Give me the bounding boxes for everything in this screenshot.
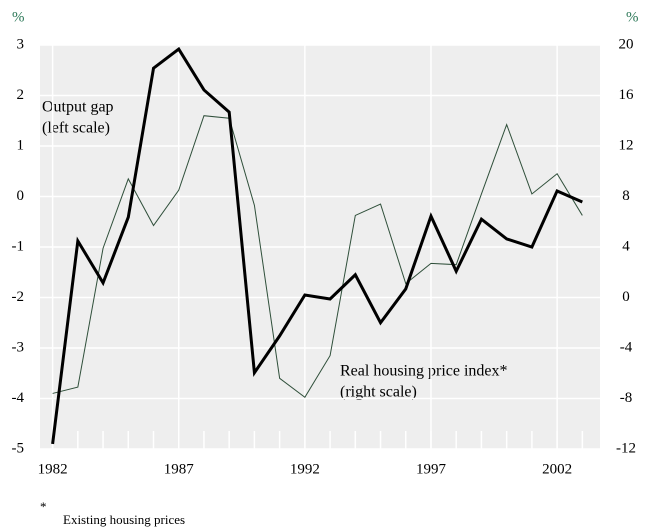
y-tick-label: 2 [17,87,25,103]
y2-tick-label: 12 [619,137,634,153]
y2-tick-label: -4 [620,339,633,355]
y-tick-label: 3 [17,36,25,52]
x-tick-label: 1987 [164,461,195,477]
y-tick-label: -2 [12,289,25,305]
y-tick-label: -3 [12,339,25,355]
y2-tick-label: 16 [619,87,635,103]
annotation: Real housing price index* [340,363,508,380]
y2-tick-label: 0 [622,289,630,305]
x-tick-label: 1992 [290,461,320,477]
y2-tick-label: 20 [619,36,634,52]
annotation: (left scale) [42,120,110,137]
y-tick-label: 0 [17,188,25,204]
y-unit-label: % [12,9,25,25]
y2-tick-label: -12 [616,440,636,456]
x-tick-label: 2002 [542,461,572,477]
y-tick-label: -5 [12,440,25,456]
y2-tick-label: -8 [620,390,633,406]
y-tick-label: 1 [17,137,25,153]
x-tick-label: 1982 [38,461,68,477]
y-tick-label: -4 [12,390,25,406]
annotation: (right scale) [340,384,417,401]
y2-tick-label: 4 [622,238,630,254]
footnote-marker: * [40,499,47,514]
annotation: Output gap [42,99,114,116]
footnote: Existing housing prices [63,512,185,527]
x-tick-label: 1997 [416,461,447,477]
y2-unit-label: % [626,9,639,25]
series-line [51,46,583,445]
series-line [52,115,583,398]
y2-tick-label: 8 [622,188,630,204]
y-tick-label: -1 [12,238,25,254]
